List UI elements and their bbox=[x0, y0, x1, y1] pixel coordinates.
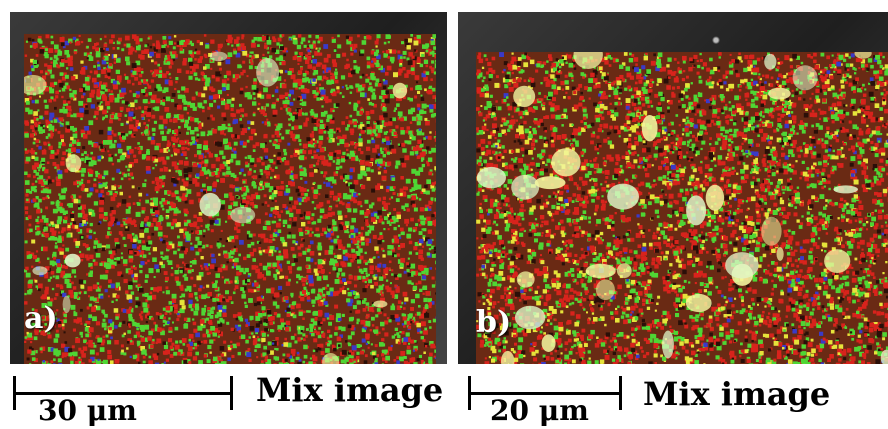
scale-bar-label-a: 30 μm bbox=[38, 394, 137, 427]
scale-bar-line bbox=[468, 392, 622, 395]
scale-bar-tick bbox=[13, 376, 16, 410]
element-map-b bbox=[476, 52, 888, 364]
scale-bar-line bbox=[13, 392, 233, 395]
scale-bar-a bbox=[13, 376, 233, 410]
caption-b: Mix image bbox=[643, 375, 831, 413]
element-map-overlay bbox=[476, 52, 888, 364]
element-map-a bbox=[24, 34, 436, 364]
scale-bar-tick bbox=[468, 376, 471, 410]
mix-image-panel-a: a) bbox=[10, 12, 447, 364]
scale-bar-tick bbox=[230, 376, 233, 410]
caption-a: Mix image bbox=[256, 371, 444, 409]
scale-bar-b bbox=[468, 376, 622, 410]
element-map-overlay bbox=[24, 34, 436, 364]
scale-bar-tick bbox=[619, 376, 622, 410]
mix-image-panel-b: b) bbox=[458, 12, 888, 364]
scale-bar-label-b: 20 μm bbox=[490, 394, 589, 427]
panel-label: b) bbox=[476, 305, 512, 340]
panel-label: a) bbox=[24, 301, 58, 336]
